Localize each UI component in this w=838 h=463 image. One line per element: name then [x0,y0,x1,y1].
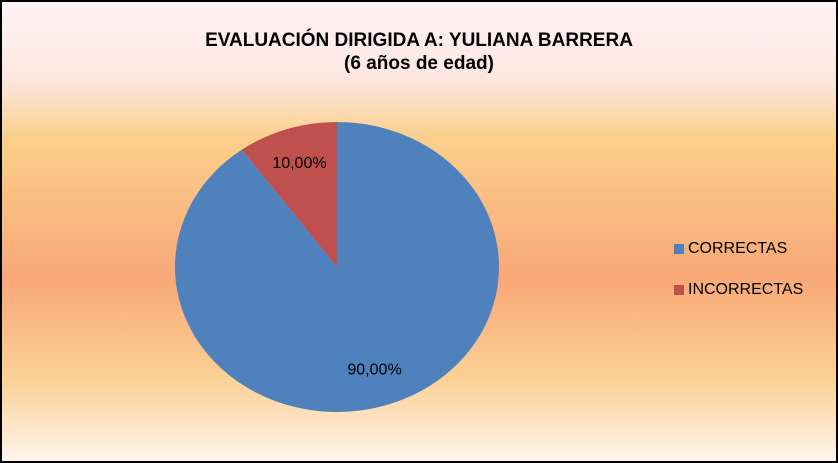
legend-label: CORRECTAS [688,240,787,257]
legend-swatch [674,285,684,295]
data-label: 10,00% [272,155,326,172]
legend-swatch [674,244,684,254]
chart-title: EVALUACIÓN DIRIGIDA A: YULIANA BARRERA [205,29,633,51]
legend-label: INCORRECTAS [688,281,803,298]
pie-slice [241,122,337,267]
chart-subtitle: (6 años de edad) [344,53,494,74]
data-label: 90,00% [347,362,401,379]
